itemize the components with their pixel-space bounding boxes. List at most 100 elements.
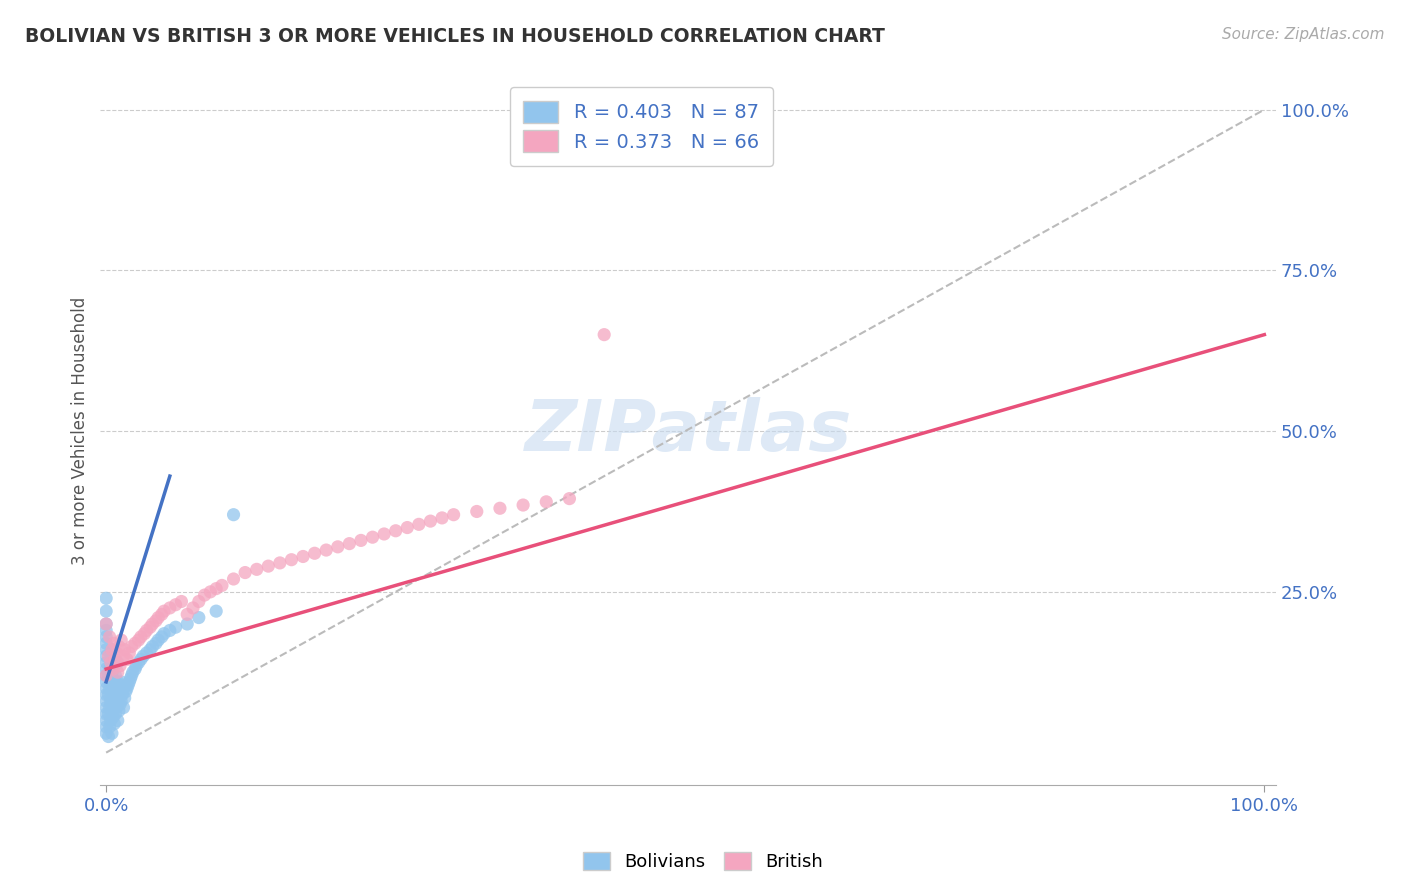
- Point: [114, 690, 136, 705]
- Point: [205, 582, 228, 596]
- Point: [139, 620, 162, 634]
- Point: [121, 665, 143, 680]
- Point: [120, 672, 142, 686]
- Point: [257, 559, 280, 574]
- Point: [135, 646, 157, 660]
- Point: [108, 678, 131, 692]
- Point: [94, 668, 117, 682]
- Point: [117, 678, 139, 692]
- Point: [292, 549, 315, 564]
- Point: [94, 636, 117, 650]
- Point: [94, 617, 117, 632]
- Point: [326, 540, 349, 554]
- Point: [108, 684, 131, 698]
- Point: [304, 546, 326, 560]
- Point: [222, 572, 245, 586]
- Point: [141, 617, 163, 632]
- Point: [408, 517, 430, 532]
- Point: [373, 527, 395, 541]
- Point: [187, 610, 209, 624]
- Point: [101, 642, 124, 657]
- Point: [107, 665, 129, 680]
- Point: [94, 674, 117, 689]
- Point: [419, 514, 441, 528]
- Point: [129, 630, 152, 644]
- Point: [101, 690, 124, 705]
- Point: [105, 681, 128, 696]
- Point: [165, 598, 187, 612]
- Point: [176, 607, 198, 622]
- Point: [200, 585, 222, 599]
- Point: [489, 501, 512, 516]
- Point: [94, 642, 117, 657]
- Point: [153, 626, 176, 640]
- Point: [536, 495, 558, 509]
- Point: [396, 520, 419, 534]
- Point: [145, 636, 167, 650]
- Point: [108, 704, 131, 718]
- Point: [205, 604, 228, 618]
- Point: [94, 617, 117, 632]
- Point: [128, 656, 150, 670]
- Legend: R = 0.403   N = 87, R = 0.373   N = 66: R = 0.403 N = 87, R = 0.373 N = 66: [510, 87, 772, 166]
- Point: [121, 640, 143, 654]
- Legend: Bolivians, British: Bolivians, British: [576, 845, 830, 879]
- Point: [101, 665, 124, 680]
- Point: [114, 684, 136, 698]
- Text: BOLIVIAN VS BRITISH 3 OR MORE VEHICLES IN HOUSEHOLD CORRELATION CHART: BOLIVIAN VS BRITISH 3 OR MORE VEHICLES I…: [25, 27, 886, 45]
- Point: [94, 688, 117, 702]
- Point: [94, 714, 117, 728]
- Point: [558, 491, 581, 506]
- Point: [153, 604, 176, 618]
- Point: [176, 617, 198, 632]
- Point: [107, 674, 129, 689]
- Point: [187, 594, 209, 608]
- Point: [222, 508, 245, 522]
- Point: [94, 630, 117, 644]
- Point: [94, 720, 117, 734]
- Point: [100, 656, 122, 670]
- Point: [150, 630, 173, 644]
- Point: [135, 624, 157, 638]
- Point: [108, 658, 131, 673]
- Point: [103, 678, 125, 692]
- Point: [115, 681, 138, 696]
- Point: [170, 594, 193, 608]
- Point: [115, 652, 138, 666]
- Point: [280, 552, 302, 566]
- Point: [94, 694, 117, 708]
- Point: [104, 706, 127, 721]
- Point: [94, 726, 117, 740]
- Point: [104, 688, 127, 702]
- Point: [118, 674, 141, 689]
- Point: [105, 646, 128, 660]
- Point: [94, 681, 117, 696]
- Y-axis label: 3 or more Vehicles in Household: 3 or more Vehicles in Household: [72, 297, 89, 566]
- Point: [98, 630, 121, 644]
- Point: [132, 649, 155, 664]
- Point: [107, 694, 129, 708]
- Point: [97, 706, 120, 721]
- Point: [97, 649, 120, 664]
- Point: [107, 656, 129, 670]
- Point: [110, 694, 132, 708]
- Point: [103, 698, 125, 712]
- Point: [101, 704, 124, 718]
- Point: [100, 714, 122, 728]
- Point: [194, 588, 217, 602]
- Point: [107, 714, 129, 728]
- Point: [101, 684, 124, 698]
- Point: [94, 604, 117, 618]
- Point: [443, 508, 465, 522]
- Point: [98, 681, 121, 696]
- Point: [159, 624, 181, 638]
- Text: Source: ZipAtlas.com: Source: ZipAtlas.com: [1222, 27, 1385, 42]
- Point: [101, 662, 124, 676]
- Point: [101, 726, 124, 740]
- Point: [128, 633, 150, 648]
- Point: [100, 656, 122, 670]
- Point: [159, 601, 181, 615]
- Point: [269, 556, 291, 570]
- Point: [101, 672, 124, 686]
- Point: [361, 530, 384, 544]
